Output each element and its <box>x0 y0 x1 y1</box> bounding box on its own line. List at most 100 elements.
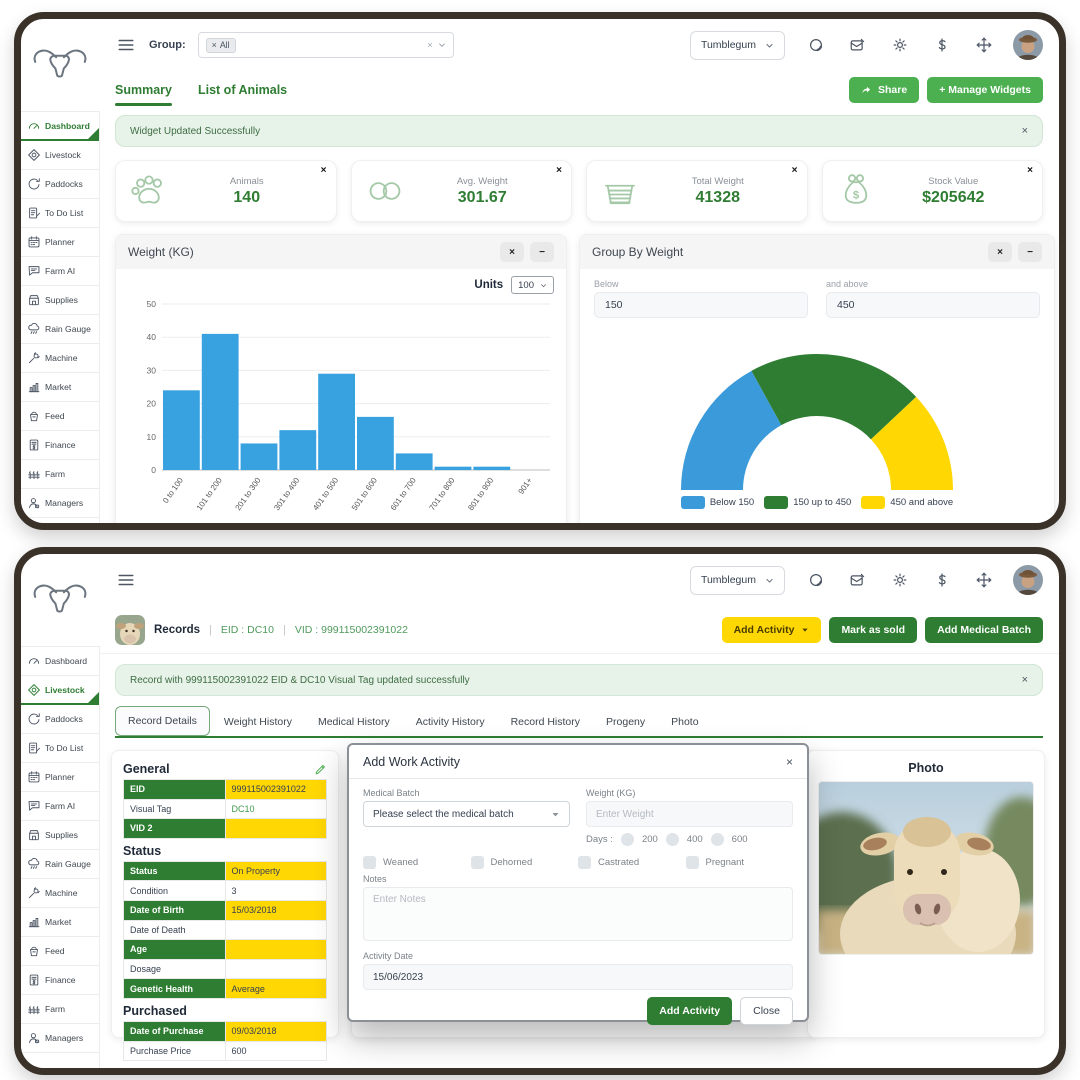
close-icon[interactable]: × <box>556 165 562 176</box>
checkbox-dehorned[interactable] <box>470 856 484 869</box>
support-icon[interactable] <box>807 571 825 589</box>
group-multiselect[interactable]: × All × <box>197 32 454 58</box>
sidebar-item-planner[interactable]: Planner <box>21 763 99 792</box>
sidebar-item-supplies[interactable]: Supplies <box>21 286 99 315</box>
settings-icon[interactable] <box>891 36 909 54</box>
sidebar-item-managers[interactable]: Managers <box>21 1024 99 1053</box>
sidebar-item-paddocks[interactable]: Paddocks <box>21 705 99 734</box>
sidebar-item-farm[interactable]: Farm <box>21 460 99 489</box>
tab-activity-history[interactable]: Activity History <box>415 716 485 728</box>
clear-select-icon[interactable]: × <box>427 40 433 50</box>
sidebar-item-livestock[interactable]: Livestock <box>21 676 99 705</box>
widget-minimize-button[interactable]: − <box>1018 242 1042 262</box>
sidebar-item-to-do-list[interactable]: To Do List <box>21 199 99 228</box>
days-radio-600[interactable] <box>710 833 724 846</box>
org-select[interactable]: Tumblegum <box>689 565 785 595</box>
checkbox-label: Weaned <box>383 857 419 868</box>
units-select[interactable]: 100 <box>511 276 554 294</box>
tab-record-details[interactable]: Record Details <box>115 706 210 736</box>
alert-close-icon[interactable]: × <box>1021 674 1028 686</box>
sidebar-item-planner[interactable]: Planner <box>21 228 99 257</box>
compose-icon[interactable] <box>849 571 867 589</box>
sidebar-item-farm-ai[interactable]: Farm AI <box>21 257 99 286</box>
menu-icon[interactable] <box>115 36 137 54</box>
weight-input[interactable] <box>586 801 793 827</box>
sidebar-item-to-do-list[interactable]: To Do List <box>21 734 99 763</box>
sidebar-item-farm-ai[interactable]: Farm AI <box>21 792 99 821</box>
checkbox-item-castrated: Castrated <box>578 856 686 869</box>
record-eid: EID : DC10 <box>220 623 274 636</box>
sidebar-item-rain-gauge[interactable]: Rain Gauge <box>21 850 99 879</box>
notes-textarea[interactable] <box>363 887 793 941</box>
stat-label: Animals <box>229 175 264 187</box>
move-icon[interactable] <box>975 571 993 589</box>
above-input[interactable] <box>826 292 1040 318</box>
add-medical-batch-button[interactable]: Add Medical Batch <box>925 616 1043 643</box>
modal-add-activity-button[interactable]: Add Activity <box>647 997 733 1025</box>
user-avatar[interactable] <box>1013 565 1043 595</box>
sidebar-item-market[interactable]: Market <box>21 373 99 402</box>
tab-list-of-animals[interactable]: List of Animals <box>197 83 288 97</box>
modal-close-icon[interactable]: × <box>785 754 793 769</box>
tab-summary[interactable]: Summary <box>115 74 172 106</box>
sidebar-item-managers[interactable]: Managers <box>21 489 99 518</box>
close-icon[interactable]: × <box>1027 165 1033 176</box>
sidebar-item-dashboard[interactable]: Dashboard <box>21 647 99 676</box>
sidebar-item-finance[interactable]: Finance <box>21 966 99 995</box>
sidebar-item-farm[interactable]: Farm <box>21 995 99 1024</box>
tab-weight-history[interactable]: Weight History <box>223 716 292 728</box>
sidebar-item-feed[interactable]: Feed <box>21 402 99 431</box>
notes-label: Notes <box>363 874 387 884</box>
close-icon[interactable]: × <box>320 165 327 176</box>
sidebar-item-machine[interactable]: Machine <box>21 344 99 373</box>
sidebar-item-dashboard[interactable]: Dashboard <box>21 112 99 141</box>
org-select[interactable]: Tumblegum <box>689 30 785 60</box>
compose-icon[interactable] <box>849 36 867 54</box>
widget-minimize-button[interactable]: − <box>530 242 554 262</box>
below-input[interactable] <box>594 292 808 318</box>
sidebar-item-supplies[interactable]: Supplies <box>21 821 99 850</box>
menu-icon[interactable] <box>115 571 137 589</box>
row-value <box>224 919 327 941</box>
settings-icon[interactable] <box>891 571 909 589</box>
mark-as-sold-button[interactable]: Mark as sold <box>829 616 918 643</box>
modal-close-button[interactable]: Close <box>740 997 793 1025</box>
modal-title: Add Work Activity <box>363 754 461 769</box>
tab-medical-history[interactable]: Medical History <box>317 716 390 728</box>
sidebar-item-rain-gauge[interactable]: Rain Gauge <box>21 315 99 344</box>
activity-date-input[interactable] <box>363 964 793 990</box>
chip-remove-icon[interactable]: × <box>211 40 217 50</box>
dollar-icon[interactable] <box>933 571 951 589</box>
checkbox-pregnant[interactable] <box>685 856 699 869</box>
sidebar-item-finance[interactable]: Finance <box>21 431 99 460</box>
widget-close-button[interactable]: × <box>500 242 524 262</box>
checkbox-castrated[interactable] <box>578 856 591 869</box>
group-chip-all[interactable]: × All <box>205 37 236 53</box>
checkbox-weaned[interactable] <box>363 856 376 869</box>
dollar-icon[interactable] <box>933 36 951 54</box>
sidebar-item-livestock[interactable]: Livestock <box>21 141 99 170</box>
support-icon[interactable] <box>807 36 825 54</box>
tab-progeny[interactable]: Progeny <box>606 716 646 728</box>
share-button[interactable]: Share <box>849 77 920 103</box>
sidebar-item-feed[interactable]: Feed <box>21 937 99 966</box>
user-avatar[interactable] <box>1013 30 1043 60</box>
widget-close-button[interactable]: × <box>988 242 1012 262</box>
add-activity-dropdown-button[interactable]: Add Activity <box>721 616 822 643</box>
close-icon[interactable]: × <box>791 165 798 176</box>
sidebar-item-market[interactable]: Market <box>21 908 99 937</box>
rain-gauge-icon <box>27 322 41 336</box>
edit-pencil-icon[interactable] <box>314 763 327 776</box>
sidebar-item-machine[interactable]: Machine <box>21 879 99 908</box>
sidebar-item-paddocks[interactable]: Paddocks <box>21 170 99 199</box>
alert-close-icon[interactable]: × <box>1021 125 1028 137</box>
move-icon[interactable] <box>975 36 993 54</box>
tab-record-history[interactable]: Record History <box>510 716 581 728</box>
tab-photo[interactable]: Photo <box>671 716 699 728</box>
manage-widgets-button[interactable]: + Manage Widgets <box>927 77 1043 103</box>
days-radio-400[interactable] <box>665 833 679 846</box>
medical-batch-select[interactable]: Please select the medical batch <box>363 801 570 827</box>
animal-thumbnail[interactable] <box>115 614 145 645</box>
days-radio-200[interactable] <box>620 833 634 846</box>
table-row-age: Age <box>123 939 327 960</box>
